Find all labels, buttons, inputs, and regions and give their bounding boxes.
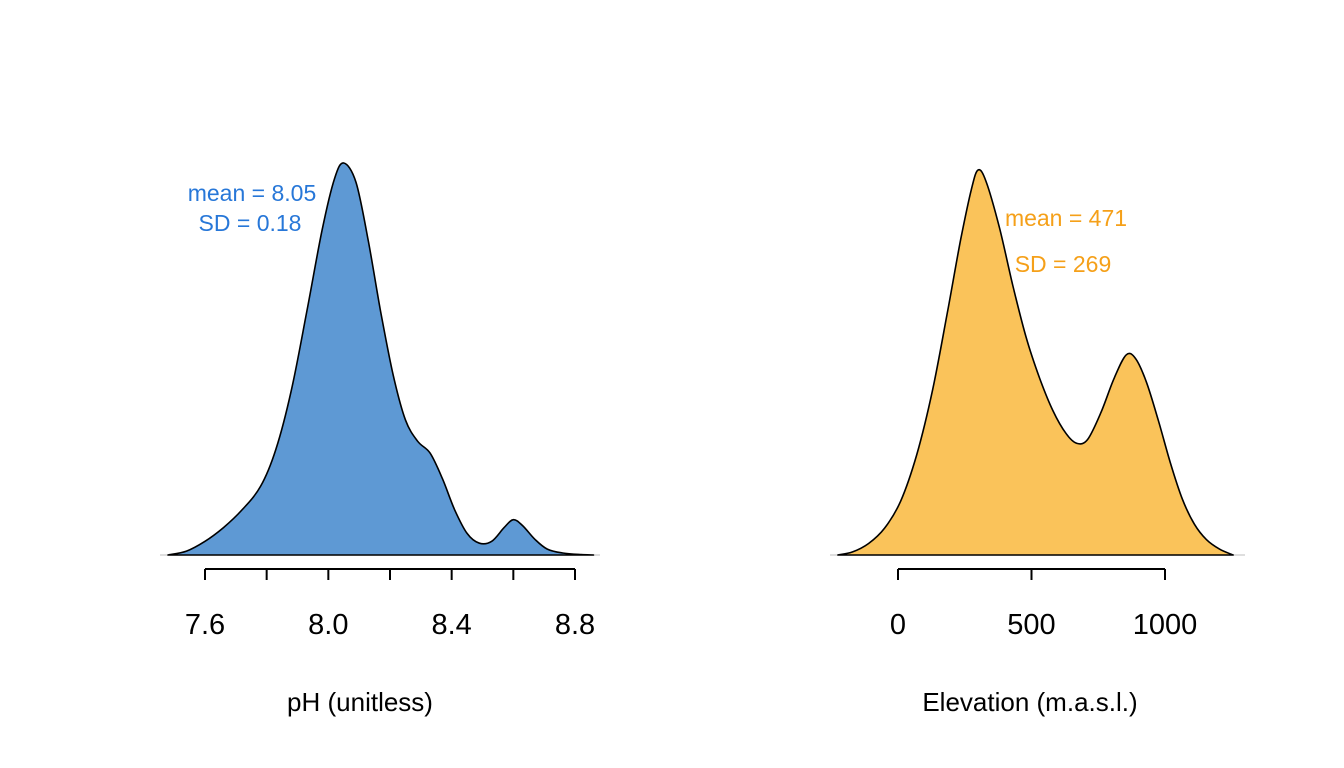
elevation-sd-annotation: SD = 269	[1014, 251, 1112, 277]
ph-mean-annotation: mean = 8.05	[187, 180, 317, 206]
x-tick-label: 500	[1007, 609, 1055, 641]
ph-sd-annotation: SD = 0.18	[198, 210, 302, 236]
ph-axis-title: pH (unitless)	[287, 687, 433, 717]
x-tick-label: 8.8	[555, 609, 595, 641]
density-curve	[167, 162, 595, 556]
density-curve	[837, 168, 1234, 556]
x-tick-label: 8.4	[432, 609, 472, 641]
panel-elevation: 0 500 1000 mean = 471 SD = 269 Elevation (…	[672, 0, 1344, 768]
elevation-axis-title: Elevation (m.a.s.l.)	[922, 687, 1138, 717]
x-tick-label: 8.0	[308, 609, 348, 641]
elevation-mean-annotation: mean = 471	[1004, 205, 1128, 231]
ph-density-chart: 7.6 8.0 8.4 8.8	[160, 162, 600, 641]
elevation-density-chart: 0 500 1000	[830, 168, 1245, 641]
x-tick-label: 7.6	[185, 609, 225, 641]
panel-ph: 7.6 8.0 8.4 8.8 mean = 8.05 SD = 0.18 pH (u…	[160, 162, 600, 717]
x-tick-label: 0	[890, 609, 906, 641]
x-tick-label: 1000	[1133, 609, 1198, 641]
